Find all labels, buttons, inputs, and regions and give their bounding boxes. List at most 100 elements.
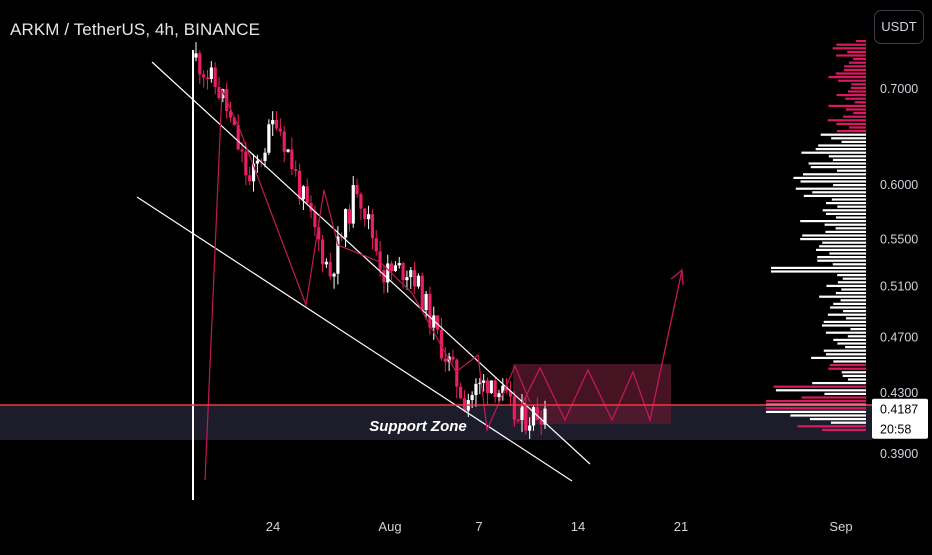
- volume-profile-bar: [825, 331, 866, 334]
- volume-profile-bar: [836, 43, 866, 46]
- volume-profile-bar: [818, 144, 866, 147]
- candle-body: [336, 236, 340, 274]
- candle-body: [386, 263, 390, 283]
- time-axis-ticks: 24 Aug 7 14 21 Sep: [266, 519, 853, 534]
- candle-body: [520, 406, 524, 420]
- volume-profile-bar: [775, 389, 866, 392]
- volume-profile-bar: [824, 223, 866, 226]
- volume-profile-bar: [822, 209, 866, 212]
- candle-body: [217, 87, 221, 99]
- support-zone-band: [0, 405, 872, 440]
- candle-body: [397, 262, 401, 266]
- candle-body: [328, 261, 332, 277]
- volume-profile-bar: [800, 220, 866, 223]
- currency-button[interactable]: USDT: [874, 10, 924, 44]
- volume-profile-bar: [817, 259, 866, 262]
- volume-profile-bar: [847, 50, 866, 53]
- candle-body: [535, 407, 539, 421]
- candle-body: [443, 358, 447, 362]
- candle-body: [439, 329, 444, 359]
- candle-body: [221, 89, 225, 99]
- candle-body: [278, 128, 282, 132]
- price-tick-label: 0.5500: [880, 232, 918, 246]
- volume-profile-bar: [810, 166, 866, 169]
- volume-profile-bar: [838, 79, 866, 82]
- price-tick-label: 0.6000: [880, 178, 918, 192]
- volume-profile-bar: [835, 227, 866, 230]
- time-tick-label: 24: [266, 519, 280, 534]
- volume-profile-bar: [855, 40, 866, 43]
- volume-profile-bar: [827, 119, 866, 122]
- volume-profile-bar: [808, 162, 866, 165]
- candle-body: [202, 74, 206, 78]
- time-axis[interactable]: 24 Aug 7 14 21 Sep: [0, 500, 872, 550]
- projection-arrowhead: [670, 268, 684, 286]
- candle-body: [359, 194, 363, 209]
- candle-body: [374, 238, 378, 252]
- volume-profile-bar: [824, 392, 866, 395]
- volume-profile-bar: [850, 328, 866, 331]
- candle-body: [317, 227, 321, 240]
- candle-body: [194, 53, 198, 58]
- volume-profile-bar: [842, 374, 866, 377]
- volume-profile-bar: [833, 184, 866, 187]
- volume-profile-bar: [817, 256, 866, 259]
- candle-body: [497, 393, 501, 398]
- candle-body: [294, 169, 298, 171]
- volume-profile-bar: [851, 83, 866, 86]
- volume-profile-bar: [828, 76, 866, 79]
- volume-profile-bar: [822, 428, 866, 431]
- candle-body: [524, 406, 528, 431]
- price-tick-label: 0.7000: [880, 82, 918, 96]
- volume-profile-bar: [843, 310, 866, 313]
- candle-body: [290, 149, 294, 170]
- volume-profile-bar: [812, 191, 866, 194]
- candle-body: [512, 396, 516, 420]
- volume-profile-bar: [800, 180, 866, 183]
- volume-profile-bar: [848, 61, 866, 64]
- price-axis[interactable]: 0.7000 0.6000 0.5500 0.5100 0.4700 0.4300 0.39…: [872, 0, 932, 550]
- candle-body: [236, 124, 240, 150]
- candle-body: [363, 208, 367, 220]
- volume-profile-bar: [812, 382, 866, 385]
- candle-body: [501, 385, 505, 394]
- candle-body: [351, 185, 355, 224]
- candle-body: [347, 209, 352, 224]
- last-price-label: 0.4187: [880, 403, 918, 417]
- candle-body: [324, 261, 328, 265]
- candle-body: [209, 67, 213, 79]
- volume-profile-bar: [773, 385, 866, 388]
- candle-body: [420, 275, 424, 311]
- candle-body: [309, 202, 313, 212]
- volume-profile-bar: [821, 324, 866, 327]
- price-tick-label: 0.3900: [880, 447, 918, 461]
- volume-profile-bar: [800, 238, 866, 241]
- candle-body: [489, 380, 493, 394]
- candle-body: [485, 380, 490, 394]
- candle-body: [244, 151, 248, 176]
- candle-body: [401, 262, 405, 281]
- time-tick-label: Aug: [378, 519, 401, 534]
- candle-body: [424, 293, 428, 311]
- volume-profile-bar: [833, 338, 866, 341]
- volume-profile-bar: [822, 241, 866, 244]
- volume-profile-bar: [826, 284, 866, 287]
- candle-body: [213, 67, 217, 88]
- candle-body: [470, 395, 474, 401]
- volume-profile-bar: [836, 122, 866, 125]
- volume-profile-bar: [835, 72, 866, 75]
- volume-profile-bar: [828, 104, 866, 107]
- time-tick-label: 14: [571, 519, 585, 534]
- candle-body: [531, 407, 536, 426]
- volume-profile-bar: [771, 270, 866, 273]
- volume-profile-bar: [849, 126, 866, 129]
- volume-profile-bar: [833, 302, 866, 305]
- volume-profile-bar: [842, 115, 866, 118]
- volume-profile-bar: [842, 277, 866, 280]
- candle-body: [282, 131, 286, 152]
- candle-body: [493, 380, 497, 398]
- volume-profile-bar: [828, 155, 866, 158]
- time-tick-label: 7: [475, 519, 482, 534]
